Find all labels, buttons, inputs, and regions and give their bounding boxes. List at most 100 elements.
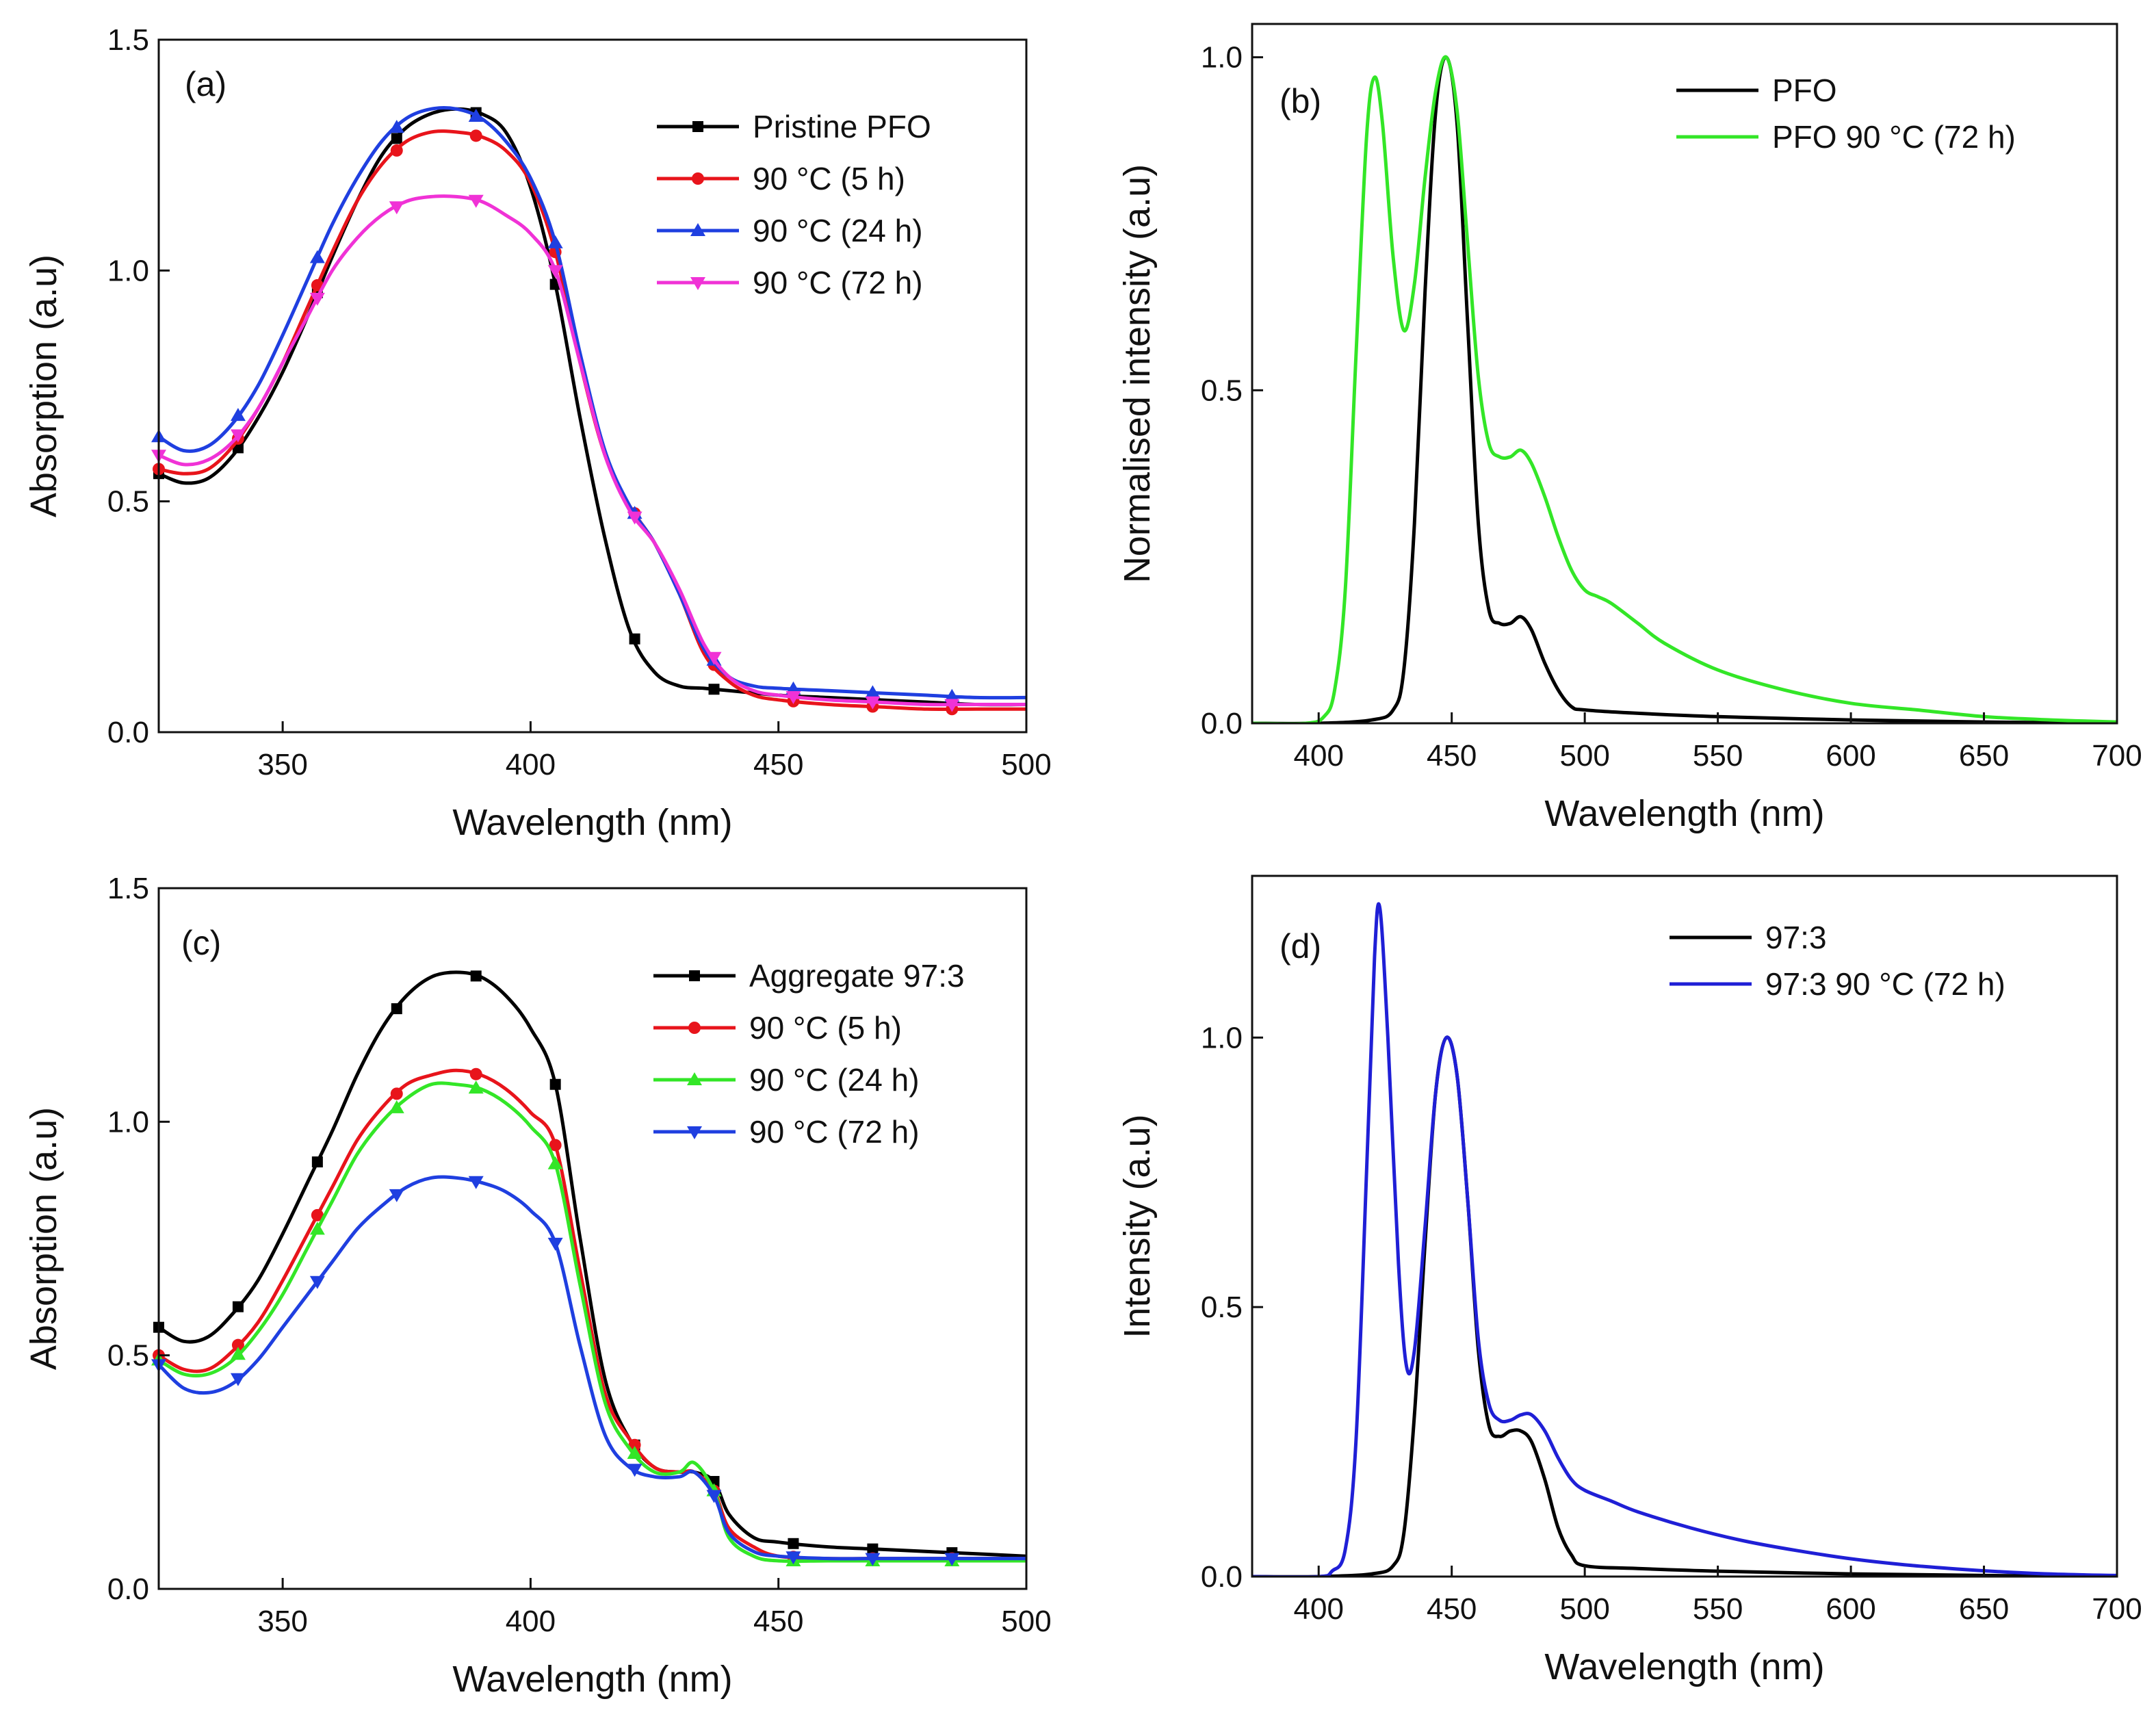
series-point [311, 1208, 324, 1221]
series-line-1 [159, 970, 1026, 1558]
x-tick-label: 550 [1693, 739, 1743, 773]
x-tick-label: 400 [506, 1605, 556, 1638]
series-point [389, 120, 404, 133]
series-point [311, 1156, 323, 1168]
y-tick-label: 0.5 [1201, 1291, 1243, 1324]
panel-label: (c) [181, 924, 221, 962]
series-point [468, 1176, 484, 1189]
legend-label: 90 °C (5 h) [753, 161, 905, 196]
series-point [230, 1347, 246, 1360]
y-tick-label: 0.0 [107, 1572, 149, 1606]
y-tick-label: 1.0 [107, 1105, 149, 1139]
x-tick-label: 450 [753, 1605, 803, 1638]
series-point [628, 1438, 641, 1451]
series-point [309, 1221, 325, 1235]
series-point [785, 691, 801, 705]
legend: Pristine PFO 90 °C (5 h) 90 °C (24 h) 90 °C… [657, 109, 931, 300]
chart-panel-3: 350 400 450 500 0.0 0.5 1.0 1.5 Wavelength (nm) A… [23, 872, 1052, 1700]
series-point [468, 194, 484, 208]
series-line-2 [1252, 55, 2117, 723]
x-tick-label: 450 [1427, 739, 1477, 773]
legend-marker [689, 970, 700, 981]
legend-label: PFO 90 °C (72 h) [1772, 119, 2016, 155]
legend-label: 90 °C (5 h) [749, 1010, 902, 1046]
series-point [468, 1080, 484, 1094]
legend-marker [692, 121, 703, 132]
legend-label: 97:3 [1765, 920, 1827, 955]
plot-frame [1251, 875, 2118, 1578]
y-axis-label: Intensity (a.u) [1117, 1114, 1158, 1338]
x-tick-label: 700 [2092, 1592, 2142, 1626]
chart-panel-4: 400 450 500 550 600 650 700 0.0 0.5 1.0 Wavelength… [1117, 875, 2142, 1687]
x-tick-label: 350 [257, 748, 307, 781]
y-tick-label: 1.0 [1201, 1021, 1243, 1054]
y-tick-label: 0.0 [107, 716, 149, 749]
series-point [547, 1156, 563, 1169]
series-point [231, 1338, 244, 1351]
x-tick-label: 600 [1826, 739, 1875, 773]
x-tick-label: 400 [1294, 739, 1344, 773]
y-tick-label: 1.5 [107, 872, 149, 905]
x-tick-label: 650 [1959, 1592, 2009, 1626]
series-point [627, 1446, 642, 1460]
series-point [389, 201, 404, 215]
y-tick-label: 1.0 [107, 254, 149, 287]
series-point [391, 133, 402, 144]
series-point [788, 1538, 799, 1549]
series-point [390, 144, 403, 157]
series-point [309, 1275, 325, 1289]
series-point [230, 408, 246, 422]
x-tick-label: 450 [1427, 1592, 1477, 1626]
series-point [389, 1100, 404, 1113]
legend: 97:3 97:3 90 °C (72 h) [1670, 920, 2005, 1002]
y-axis-label: Absorption (a.u) [23, 255, 64, 517]
series-point [865, 1553, 881, 1566]
y-tick-label: 1.5 [107, 23, 149, 57]
series-point [469, 129, 482, 142]
legend-marker [688, 1022, 701, 1034]
series-point [547, 235, 563, 248]
series-point [468, 108, 484, 122]
plot-frame [157, 38, 1028, 734]
x-tick-label: 600 [1826, 1592, 1875, 1626]
series-point [944, 1553, 960, 1566]
series-point [627, 1464, 642, 1477]
y-axis-label: Absorption (a.u) [23, 1107, 64, 1370]
x-tick-label: 500 [1001, 748, 1051, 781]
x-axis-label: Wavelength (nm) [1544, 793, 1824, 834]
series-line-1 [1252, 1035, 2117, 1577]
series-line-4 [159, 194, 1026, 707]
y-axis-label: Normalised intensity (a.u) [1117, 164, 1158, 583]
x-tick-label: 450 [753, 748, 803, 781]
legend-label: Pristine PFO [753, 109, 931, 144]
panel-label: (a) [185, 65, 226, 103]
series-point [549, 1078, 561, 1090]
series-point [309, 292, 325, 306]
series-point [865, 685, 881, 699]
x-tick-label: 500 [1001, 1605, 1051, 1638]
x-tick-label: 500 [1559, 1592, 1609, 1626]
series-point [389, 1189, 404, 1202]
series-line-3 [159, 1081, 1026, 1564]
legend-marker [690, 277, 705, 290]
plot-frame [1251, 23, 2118, 725]
legend-marker [690, 223, 705, 236]
legend-marker [687, 1072, 702, 1085]
series-point [232, 1301, 244, 1312]
panel-label: (b) [1280, 82, 1321, 120]
series-point [549, 1139, 562, 1152]
y-tick-label: 0.5 [107, 1339, 149, 1373]
chart-panel-1: 350 400 450 500 0.0 0.5 1.0 1.5 Wavelength (nm) A… [23, 23, 1052, 843]
legend-label: 90 °C (72 h) [753, 265, 923, 300]
series-point [391, 1003, 402, 1015]
plot-frame [157, 887, 1028, 1590]
series-point [547, 1237, 563, 1251]
y-tick-label: 0.0 [1201, 1560, 1243, 1594]
legend-marker [687, 1126, 702, 1139]
x-tick-label: 650 [1959, 739, 2009, 773]
series-point [944, 699, 960, 712]
series-point [627, 511, 642, 525]
series-point [230, 429, 246, 443]
series-line-1 [1252, 55, 2117, 723]
